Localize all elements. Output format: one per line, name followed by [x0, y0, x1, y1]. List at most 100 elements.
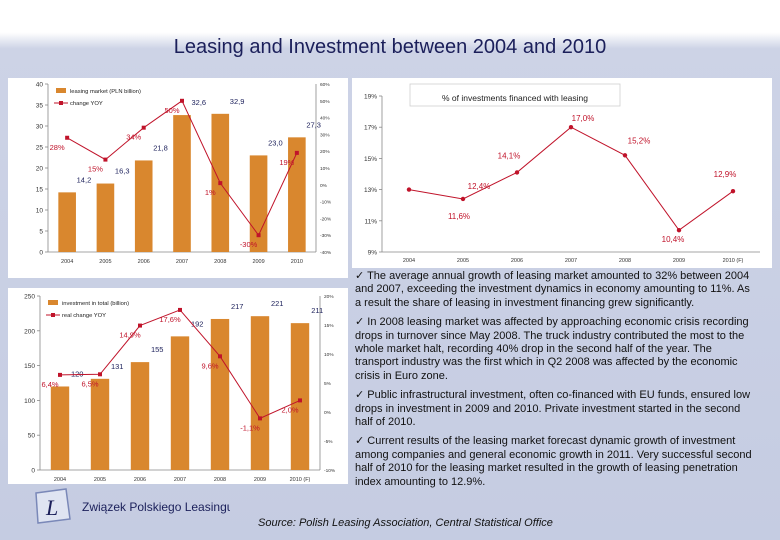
- bar: [210, 318, 230, 470]
- y-tick-label: 11%: [364, 218, 377, 225]
- bullet-item-4: ✓ Current results of the leasing market …: [355, 435, 752, 488]
- source-note: Source: Polish Leasing Association, Cent…: [258, 517, 553, 529]
- yoy-marker: [58, 372, 62, 377]
- left-tick-label: 200: [24, 328, 35, 335]
- left-tick-label: 15: [36, 187, 44, 194]
- bullet-list: ✓ The average annual growth of leasing m…: [355, 270, 755, 495]
- x-tick-label: 2010: [291, 259, 303, 265]
- right-tick-label: 5%: [324, 381, 332, 387]
- checkmark-icon: ✓: [355, 435, 365, 448]
- legend-bar-label: investment in total (billion): [62, 301, 129, 307]
- yoy-marker: [258, 416, 262, 421]
- left-tick-label: 0: [39, 250, 43, 257]
- yoy-marker: [65, 135, 70, 140]
- left-tick-label: 150: [24, 363, 35, 370]
- y-tick-label: 9%: [368, 250, 378, 257]
- yoy-label: 34%: [126, 133, 141, 142]
- bar: [96, 183, 115, 252]
- bar: [90, 378, 110, 470]
- legend-line-marker: [59, 101, 63, 105]
- bar-value-label: 192: [191, 319, 204, 328]
- yoy-marker: [218, 181, 223, 186]
- x-tick-label: 2005: [457, 258, 469, 264]
- yoy-label: -30%: [240, 240, 258, 249]
- right-tick-label: -5%: [324, 439, 333, 445]
- share-marker: [406, 187, 412, 192]
- bar-value-label: 32,9: [230, 97, 245, 106]
- legend-line-label: change YOY: [70, 101, 103, 107]
- bullet-item-2: ✓ In 2008 leasing market was affected by…: [355, 316, 749, 382]
- x-tick-label: 2004: [403, 258, 415, 264]
- share-label-extra: 11,6%: [448, 212, 470, 221]
- share-marker: [676, 227, 682, 233]
- left-tick-label: 40: [36, 82, 44, 89]
- yoy-label: 15%: [88, 165, 103, 174]
- share-marker: [730, 188, 736, 194]
- chart-title-box: [409, 83, 621, 107]
- share-marker: [622, 153, 628, 158]
- logo: L Związek Polskiego Leasingu: [30, 485, 233, 525]
- right-tick-label: -40%: [320, 250, 332, 256]
- right-tick-label: 20%: [320, 149, 330, 155]
- bullet-item-1: ✓ The average annual growth of leasing m…: [355, 270, 750, 309]
- yoy-label: 17,6%: [159, 315, 181, 324]
- bar-value-label: 14,2: [77, 175, 92, 184]
- x-tick-label: 2006: [134, 477, 146, 483]
- yoy-label: -1,1%: [240, 423, 260, 432]
- bar-value-label: 16,3: [115, 167, 130, 176]
- right-tick-label: -20%: [320, 216, 332, 222]
- right-tick-label: 40%: [320, 116, 330, 122]
- right-tick-label: -30%: [320, 233, 332, 239]
- share-label: 12,4%: [468, 182, 491, 191]
- bar: [250, 316, 270, 470]
- left-tick-label: 100: [24, 398, 35, 405]
- legend-line-label: real change YOY: [62, 313, 106, 319]
- left-tick-label: 25: [36, 145, 44, 152]
- yoy-label: 9,6%: [201, 361, 218, 370]
- bar: [290, 323, 310, 470]
- right-tick-label: 0%: [320, 183, 328, 189]
- bar: [58, 192, 76, 252]
- bar-value-label: 32,6: [192, 98, 207, 107]
- x-tick-label: 2007: [565, 258, 577, 264]
- share-marker: [514, 170, 520, 175]
- right-tick-label: 20%: [324, 294, 334, 300]
- yoy-label: 14,9%: [119, 331, 141, 340]
- yoy-marker: [294, 150, 299, 155]
- x-tick-label: 2008: [619, 258, 631, 264]
- investment-chart: 0 50 100 150 200 250 20% 15% 10% 5% 0% -5% -10% 120 20…: [24, 294, 336, 484]
- right-tick-label: 60%: [320, 82, 330, 88]
- y-tick-label: 19%: [364, 94, 377, 101]
- logo-letter: L: [45, 495, 58, 520]
- x-tick-label: 2007: [176, 259, 188, 265]
- bar: [50, 386, 70, 470]
- yoy-marker: [178, 307, 182, 312]
- yoy-label: 6,4%: [41, 380, 58, 389]
- yoy-marker: [180, 98, 184, 103]
- yoy-marker: [138, 323, 142, 328]
- bar-value-label: 211: [311, 306, 323, 315]
- left-tick-label: 30: [36, 124, 44, 131]
- bar-value-label: 155: [151, 345, 164, 354]
- yoy-marker: [298, 398, 302, 403]
- y-tick-label: 13%: [364, 187, 377, 194]
- bar-value-label: 27,3: [306, 120, 321, 129]
- right-tick-label: 15%: [324, 323, 334, 329]
- yoy-label: 28%: [50, 143, 65, 152]
- share-marker: [568, 125, 574, 130]
- investment-chart-panel: 0 50 100 150 200 250 20% 15% 10% 5% 0% -5% -10% 120 20…: [8, 288, 348, 484]
- yoy-label: 50%: [164, 106, 179, 115]
- legend-bar-label: leasing market (PLN billion): [70, 89, 141, 95]
- leasing-market-chart-panel: 0 5 10 15 20 25 30 35 40 60% 50% 40% 30% 20% 10% 0% -10%…: [8, 78, 348, 278]
- checkmark-icon: ✓: [355, 270, 365, 282]
- checkmark-icon: ✓: [355, 389, 365, 402]
- yoy-marker: [98, 372, 102, 377]
- bar-value-label: 217: [231, 302, 244, 311]
- legend-bar-swatch: [56, 88, 66, 93]
- yoy-label: 6,5%: [81, 379, 98, 388]
- bar: [130, 362, 150, 470]
- right-tick-label: 10%: [320, 166, 330, 172]
- left-tick-label: 5: [39, 229, 43, 236]
- left-tick-label: 20: [36, 166, 44, 173]
- x-tick-label: 2010 (F): [723, 258, 744, 264]
